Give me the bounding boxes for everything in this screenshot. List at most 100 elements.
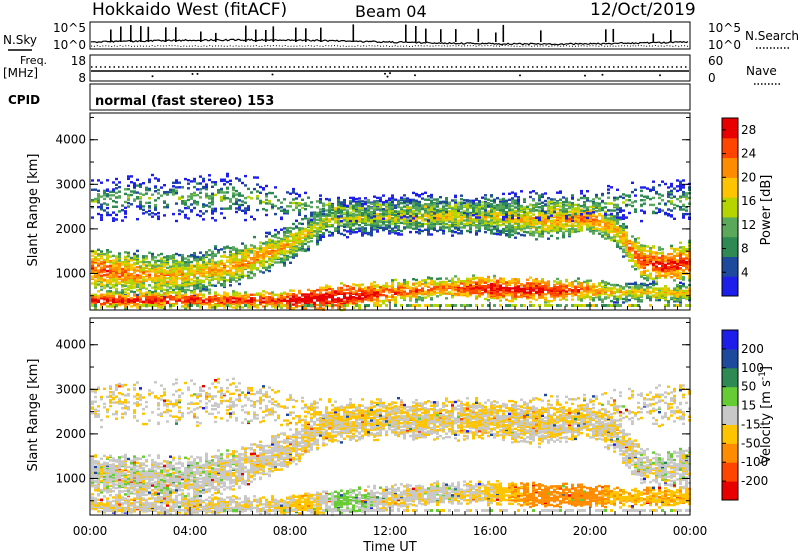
heatmap-cell: [223, 306, 226, 309]
heatmap-cell: [124, 200, 127, 204]
heatmap-cell: [442, 205, 445, 208]
heatmap-cell: [223, 250, 226, 254]
heatmap-cell: [130, 190, 133, 193]
heatmap-cell: [142, 255, 145, 258]
heatmap-cell: [115, 183, 118, 186]
heatmap-cell: [346, 204, 349, 208]
heatmap-cell: [151, 215, 154, 218]
heatmap-cell: [475, 296, 478, 299]
heatmap-cell: [139, 280, 142, 283]
heatmap-cell: [475, 216, 478, 219]
heatmap-cell: [370, 227, 373, 230]
heatmap-cell: [433, 216, 436, 220]
heatmap-cell: [208, 194, 211, 198]
heatmap-cell: [373, 226, 376, 230]
heatmap-cell: [292, 247, 295, 250]
heatmap-cell: [295, 219, 298, 222]
heatmap-cell: [316, 226, 319, 230]
heatmap-cell: [433, 222, 436, 226]
freq-dot: [191, 73, 194, 75]
heatmap-cell: [136, 274, 139, 277]
heatmap-cell: [379, 215, 382, 218]
heatmap-cell: [271, 258, 274, 261]
heatmap-cell: [409, 212, 412, 215]
heatmap-cell: [148, 213, 151, 216]
heatmap-cell: [328, 199, 331, 202]
heatmap-cell: [340, 201, 343, 204]
heatmap-cell: [229, 247, 232, 250]
heatmap-cell: [268, 295, 271, 299]
heatmap-cell: [238, 249, 241, 252]
heatmap-cell: [166, 272, 169, 275]
heatmap-cell: [484, 209, 487, 212]
heatmap-cell: [190, 192, 193, 196]
heatmap-cell: [478, 280, 481, 283]
heatmap-cell: [436, 283, 439, 286]
heatmap-cell: [508, 204, 511, 207]
heatmap-cell: [127, 298, 130, 301]
heatmap-cell: [400, 202, 403, 205]
heatmap-cell: [181, 266, 184, 270]
heatmap-cell: [157, 211, 160, 215]
heatmap-cell: [511, 211, 514, 215]
heatmap-cell: [226, 197, 229, 200]
heatmap-cell: [196, 287, 199, 290]
heatmap-cell: [133, 293, 136, 296]
heatmap-cell: [439, 222, 442, 226]
heatmap-cell: [280, 237, 283, 241]
heatmap-cell: [406, 209, 409, 212]
heatmap-cell: [532, 213, 535, 216]
heatmap-cell: [139, 183, 142, 186]
heatmap-cell: [103, 278, 106, 281]
heatmap-cell: [220, 198, 223, 201]
heatmap-cell: [376, 284, 379, 287]
heatmap-cell: [178, 277, 181, 280]
heatmap-cell: [370, 213, 373, 216]
heatmap-cell: [364, 207, 367, 210]
heatmap-cell: [238, 208, 241, 211]
heatmap-cell: [208, 258, 211, 261]
heatmap-cell: [361, 228, 364, 231]
heatmap-cell: [394, 214, 397, 217]
heatmap-cell: [193, 191, 196, 195]
heatmap-cell: [307, 219, 310, 223]
heatmap-cell: [238, 178, 241, 181]
heatmap-cell: [382, 220, 385, 224]
heatmap-cell: [529, 276, 532, 279]
heatmap-cell: [163, 270, 166, 273]
heatmap-cell: [175, 280, 178, 283]
heatmap-cell: [310, 226, 313, 229]
heatmap-cell: [505, 213, 508, 216]
heatmap-cell: [379, 206, 382, 209]
heatmap-cell: [244, 209, 247, 213]
heatmap-cell: [508, 192, 511, 195]
heatmap-cell: [298, 233, 301, 237]
heatmap-cell: [355, 227, 358, 230]
heatmap-cell: [139, 192, 142, 195]
heatmap-cell: [244, 266, 247, 269]
heatmap-cell: [397, 281, 400, 285]
heatmap-cell: [412, 212, 415, 215]
heatmap-cell: [529, 195, 532, 199]
heatmap-cell: [493, 287, 496, 290]
heatmap-cell: [253, 254, 256, 257]
heatmap-cell: [208, 281, 211, 284]
heatmap-cell: [199, 188, 202, 191]
heatmap-cell: [307, 240, 310, 244]
heatmap-cell: [466, 211, 469, 214]
heatmap-cell: [400, 206, 403, 209]
heatmap-cell: [346, 288, 349, 291]
heatmap-cell: [94, 259, 97, 262]
noise-panel: N.Sky 10^5 10^0 10^5 10^0 N.Search: [3, 21, 799, 52]
heatmap-cell: [184, 257, 187, 260]
heatmap-cell: [196, 283, 199, 286]
heatmap-cell: [250, 299, 253, 302]
heatmap-cell: [520, 289, 523, 293]
heatmap-cell: [160, 252, 163, 256]
heatmap-cell: [226, 172, 229, 176]
heatmap-cell: [367, 207, 370, 210]
heatmap-cell: [91, 293, 94, 296]
heatmap-cell: [496, 212, 499, 215]
heatmap-cell: [532, 292, 535, 296]
heatmap-cell: [220, 255, 223, 258]
